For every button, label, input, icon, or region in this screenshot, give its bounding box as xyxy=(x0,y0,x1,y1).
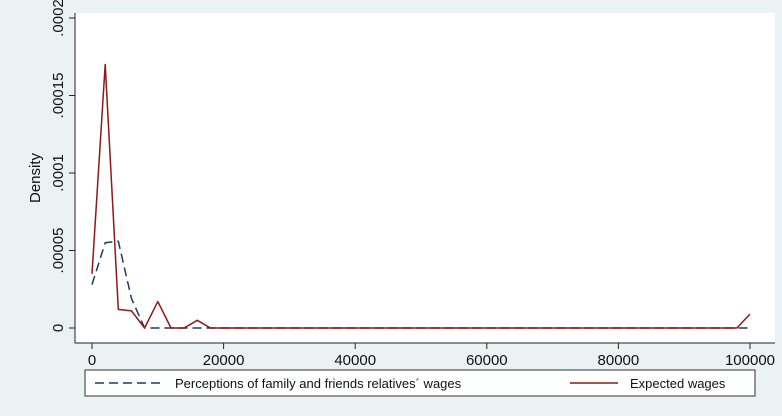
legend-label: Expected wages xyxy=(630,376,726,391)
x-ticks: 0 20000 40000 60000 80000 100000 xyxy=(88,343,775,369)
series-line-0 xyxy=(91,240,750,329)
y-tick-label: 0 xyxy=(50,324,67,332)
legend-label: Perceptions of family and friends relati… xyxy=(175,376,462,391)
x-tick-label: 80000 xyxy=(598,352,640,369)
y-tick-label: .0001 xyxy=(50,154,67,192)
x-tick-label: 0 xyxy=(88,352,96,369)
y-ticks: 0 .00005 .0001 .00015 .0002 xyxy=(50,0,75,332)
series-layer xyxy=(91,63,751,329)
y-tick-label: .00005 xyxy=(50,228,67,274)
series-line-1 xyxy=(91,63,751,329)
y-axis-title: Density xyxy=(27,152,44,203)
legend-box xyxy=(84,369,756,397)
legend: Perceptions of family and friends relati… xyxy=(84,369,756,397)
y-tick-label: .0002 xyxy=(50,0,67,37)
x-tick-label: 60000 xyxy=(466,352,508,369)
plot-area xyxy=(75,13,775,343)
x-tick-label: 100000 xyxy=(725,352,775,369)
x-tick-label: 20000 xyxy=(203,352,245,369)
y-tick-label: .00015 xyxy=(50,73,67,119)
x-tick-label: 40000 xyxy=(334,352,376,369)
